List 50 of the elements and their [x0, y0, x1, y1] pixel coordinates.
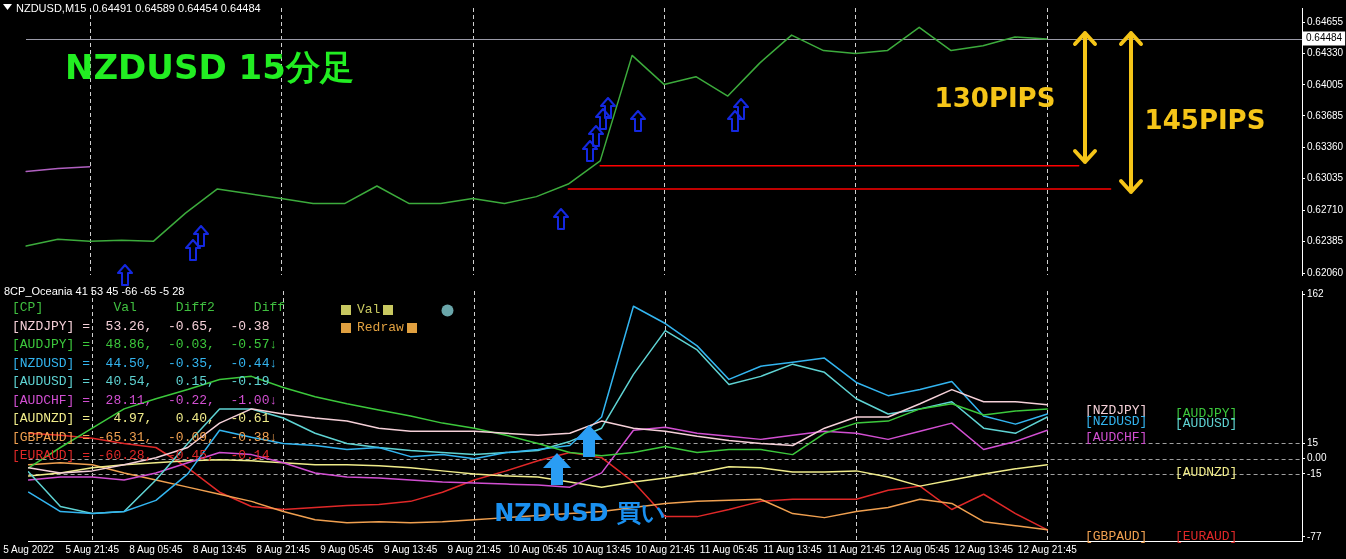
x-tick-label: 8 Aug 05:45	[129, 543, 184, 555]
annotation: [CP] Val Diff2 Diff	[12, 300, 286, 316]
annotation: 145PIPS	[1144, 104, 1266, 135]
text: [GBPAUD]	[1085, 529, 1148, 545]
x-tick-label: 12 Aug 05:45	[890, 543, 950, 555]
annotation: [AUDCHF] = 28.11, -0.22, -1.00↓	[12, 392, 278, 408]
x-tick-label: 11 Aug 13:45	[763, 543, 823, 555]
y-tick-label: 0.62710	[1307, 203, 1344, 215]
y-tick-label: 0.64655	[1307, 15, 1344, 27]
text: [EURAUD]	[1175, 529, 1238, 545]
y-tick-label: -77	[1307, 530, 1322, 542]
x-tick-label: 9 Aug 05:45	[320, 543, 375, 555]
annotation: [AUDNZD] = 4.97, 0.40, -0.61	[12, 411, 270, 427]
x-tick-label: 11 Aug 21:45	[827, 543, 886, 555]
y-tick-label: 0.64005	[1307, 78, 1344, 90]
y-tick-label: 0.63685	[1307, 109, 1344, 121]
chart-title: NZDUSD,M15 0.64491 0.64589 0.64454 0.64484	[16, 1, 261, 14]
x-tick-label: 10 Aug 13:45	[572, 543, 632, 555]
y-tick-label: 0.62385	[1307, 235, 1344, 247]
x-tick-label: 12 Aug 21:45	[1017, 543, 1078, 555]
x-tick-label: 8 Aug 21:45	[256, 543, 311, 555]
ref-line-label: 0.64484	[1306, 32, 1343, 44]
annotation: Redraw	[357, 320, 405, 336]
x-tick-label: 11 Aug 05:45	[699, 543, 759, 555]
x-tick-label: 5 Aug 21:45	[65, 543, 120, 555]
y-tick-label: 0.64330	[1307, 47, 1344, 59]
chart-title: 8CP_Oceania 41 53 45 -66 -65 -5 28	[4, 284, 185, 297]
x-tick-label: 9 Aug 21:45	[447, 543, 502, 555]
text: [AUDCHF]	[1085, 430, 1148, 446]
annotation: [AUDJPY] = 48.86, -0.03, -0.57↓	[12, 337, 278, 353]
y-tick-label: 0.63360	[1307, 141, 1344, 153]
y-tick-label: 162	[1307, 287, 1325, 299]
annotation: Val	[357, 302, 381, 318]
x-tick-label: 5 Aug 2022	[3, 543, 55, 555]
y-tick-label: 0.63035	[1307, 172, 1344, 184]
annotation: [NZDUSD] = 44.50, -0.35, -0.44↓	[12, 355, 278, 371]
x-tick-label: 10 Aug 05:45	[508, 543, 568, 555]
x-tick-label: 10 Aug 21:45	[635, 543, 696, 555]
x-tick-label: 9 Aug 13:45	[383, 543, 438, 555]
text: [AUDNZD]	[1175, 465, 1238, 481]
x-tick-label: 8 Aug 13:45	[192, 543, 247, 555]
annotation: NZDUSD 15分足	[65, 46, 354, 87]
y-tick-label: 0.62060	[1307, 266, 1344, 278]
annotation: 130PIPS	[934, 82, 1056, 113]
y-tick-label: -15	[1307, 467, 1322, 479]
annotation: [NZDJPY] = 53.26, -0.65, -0.38	[12, 318, 270, 334]
y-tick-label: 0.00	[1307, 452, 1327, 464]
x-tick-label: 12 Aug 13:45	[954, 543, 1014, 555]
annotation: [AUDUSD] = 40.54, 0.15, -0.19	[12, 374, 270, 390]
y-tick-label: 15	[1307, 437, 1319, 449]
